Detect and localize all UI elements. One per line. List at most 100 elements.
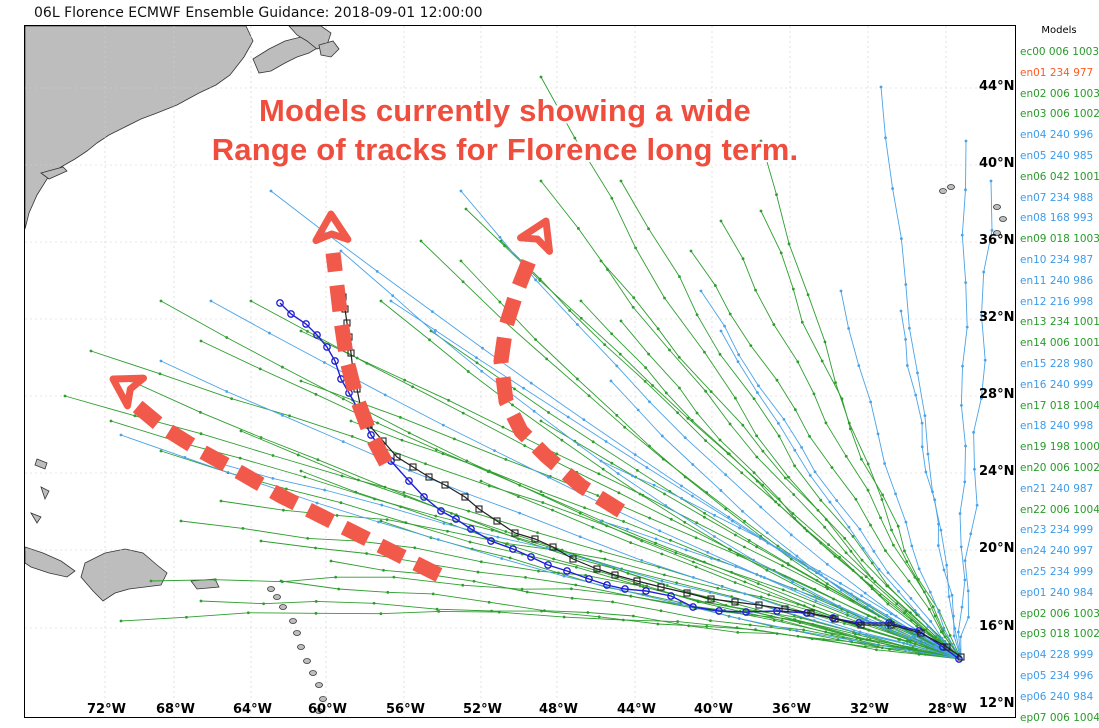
ensemble-track-blue-point	[209, 299, 213, 303]
ensemble-track-green-point	[791, 512, 795, 515]
ensemble-track-green-point	[631, 305, 635, 309]
ensemble-track-green-point	[573, 136, 577, 140]
ensemble-track-blue-point	[119, 433, 123, 437]
legend-item-en13: en13 234 1001	[1020, 316, 1099, 329]
ensemble-track-green-point	[824, 630, 828, 634]
ensemble-track-green	[540, 420, 962, 660]
ensemble-track-blue-point	[940, 636, 944, 640]
ensemble-track-green-point	[539, 179, 543, 183]
ensemble-track-green-point	[851, 568, 855, 572]
ensemble-track-green-point	[434, 514, 438, 518]
ensemble-track-blue-point	[727, 515, 731, 519]
ensemble-track-green-point	[199, 432, 203, 436]
control-track-point	[917, 629, 925, 637]
cuba-landmass	[25, 546, 76, 578]
ensemble-track-green-point	[886, 602, 890, 606]
ensemble-track-blue-point	[825, 562, 829, 566]
ensemble-track-green-point	[683, 520, 687, 524]
cape-breton-landmass	[318, 40, 340, 58]
ensemble-track-green-point	[844, 551, 848, 555]
ensemble-track-green-point	[534, 338, 537, 341]
ensemble-track-blue-point	[933, 498, 937, 502]
ensemble-track-green-point	[755, 545, 759, 549]
ensemble-track-green-point	[365, 552, 369, 555]
ensemble-track-green-point	[525, 590, 529, 594]
ensemble-track-green-point	[759, 595, 763, 599]
legend-item-en10: en10 234 987	[1020, 253, 1094, 266]
ensemble-track-green-point	[648, 516, 652, 520]
ensemble-track-green-point	[727, 547, 731, 551]
ensemble-track-green-point	[337, 587, 341, 591]
ensemble-track-green-point	[687, 624, 691, 628]
ensemble-track-blue-point	[909, 597, 913, 600]
control-track-point	[531, 535, 539, 543]
ensemble-track-blue-point	[713, 535, 716, 538]
ensemble-track-blue-point	[677, 602, 680, 606]
ensemble-track-green-point	[690, 419, 694, 422]
ensemble-track-green-point	[806, 293, 810, 297]
ensemble-track-green-point	[594, 568, 598, 572]
ensemble-track-blue-point	[640, 558, 644, 562]
ensemble-track-blue-point	[924, 470, 928, 474]
ensemble-track-green-point	[733, 396, 737, 400]
ensemble-track-green-point	[654, 541, 658, 545]
ensemble-track-green-point	[508, 556, 512, 560]
control-track-point	[657, 583, 665, 591]
island	[993, 204, 1001, 210]
ensemble-track-blue-point	[630, 474, 634, 478]
ensemble-track-green-point	[119, 619, 123, 623]
ensemble-track-green-point	[728, 422, 732, 426]
control-track-point	[611, 571, 619, 579]
ensemble-track-green-point	[736, 553, 740, 557]
ensemble-track-green-point	[881, 493, 885, 497]
ensemble-track-blue-point	[945, 563, 949, 567]
ensemble-track-blue-point	[323, 488, 327, 492]
ensemble-track-blue-point	[436, 538, 440, 541]
ensemble-track-blue-point	[920, 421, 924, 425]
ensemble-track-blue-point	[813, 470, 817, 474]
ensemble-track-green-point	[849, 598, 853, 602]
ensemble-track-green-point	[597, 472, 601, 476]
ensemble-track-green-point	[903, 549, 906, 553]
ensemble-track-green-point	[551, 508, 554, 512]
legend-item-ep05: ep05 234 996	[1020, 669, 1094, 682]
ensemble-track-green-point	[783, 476, 787, 480]
ensemble-track-green-point	[541, 501, 545, 504]
ensemble-track-blue-point	[734, 565, 738, 568]
control-track-point	[633, 577, 641, 585]
ensemble-track-green-point	[640, 539, 644, 543]
ensemble-track-blue-point	[879, 85, 883, 89]
control-track-point	[755, 601, 763, 609]
control-track-point	[409, 463, 417, 471]
ensemble-track-blue-point	[958, 512, 962, 515]
ensemble-track-green-point	[356, 478, 360, 482]
ensemble-track-green-point	[434, 448, 438, 452]
ensemble-track-green-point	[605, 524, 609, 528]
ensemble-track-blue-point	[793, 448, 797, 452]
ensemble-track-green-point	[407, 431, 411, 435]
track-map	[25, 26, 1015, 717]
ensemble-track-green-point	[545, 357, 549, 361]
ensemble-track-blue-point	[708, 591, 712, 594]
legend-item-en01: en01 234 977	[1020, 66, 1094, 79]
ensemble-track-green-point	[562, 615, 566, 619]
ensemble-track-green-point	[665, 584, 669, 587]
longitude-label: 52°W	[463, 702, 502, 717]
ensemble-track-blue-point	[225, 390, 229, 393]
ensemble-track-green-point	[262, 602, 266, 606]
ensemble-track-green-point	[591, 525, 595, 529]
ensemble-track-green-point	[749, 344, 753, 348]
ensemble-track-blue-point	[860, 594, 863, 598]
legend-item-ep04: ep04 228 999	[1020, 649, 1094, 662]
ensemble-track-green-point	[755, 479, 759, 483]
control-track-point	[425, 473, 433, 481]
ensemble-track-green-point	[241, 526, 245, 530]
ensemble-track-blue-point	[926, 624, 930, 628]
ensemble-track-green-point	[279, 579, 283, 583]
ensemble-track-blue-point	[268, 331, 271, 335]
ensemble-track-green-point	[870, 587, 874, 591]
ensemble-track-green-point	[781, 588, 785, 592]
control-track-point	[781, 605, 789, 613]
ensemble-track-green-point	[873, 616, 877, 620]
ensemble-track-blue-point	[839, 581, 842, 585]
